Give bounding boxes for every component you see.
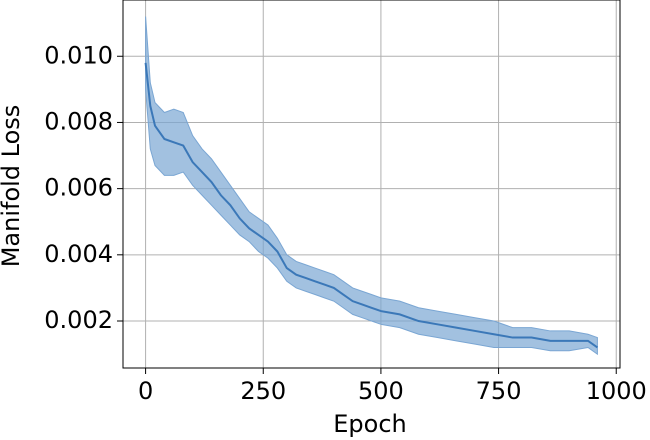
plot-frame (122, 0, 621, 369)
x-axis-label: Epoch (333, 410, 407, 438)
y-axis-label: Manifold Loss (0, 105, 25, 268)
y-tick-label: 0.008 (44, 107, 113, 135)
line (144, 62, 598, 349)
x-tick-label: 1000 (586, 377, 647, 405)
x-tick-label: 250 (240, 377, 286, 405)
x-tick-label: 500 (358, 377, 404, 405)
x-tick-label: 0 (138, 377, 153, 405)
y-tick-label: 0.002 (44, 306, 113, 334)
y-tick-label: 0.006 (44, 174, 113, 202)
x-tick-label: 750 (476, 377, 522, 405)
y-tick-label: 0.010 (44, 41, 113, 69)
y-tick-label: 0.004 (44, 240, 113, 268)
confidence-band (145, 16, 598, 356)
